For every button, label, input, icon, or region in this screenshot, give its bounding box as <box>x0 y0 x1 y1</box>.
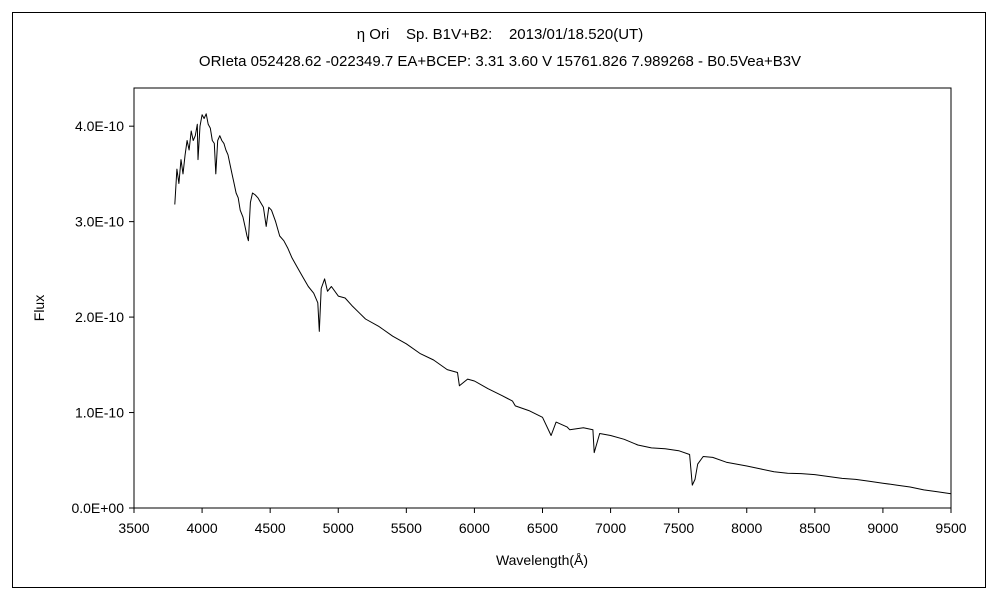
x-tick-label: 4500 <box>255 520 286 536</box>
x-tick-label: 7500 <box>663 520 694 536</box>
x-tick-label: 5500 <box>391 520 422 536</box>
x-axis: 3500 4000 4500 5000 5500 6000 6500 7000 7500 8000… <box>118 508 967 536</box>
x-tick-label: 8000 <box>731 520 762 536</box>
x-tick-label: 4000 <box>187 520 218 536</box>
chart-title: η Ori Sp. B1V+B2: 2013/01/18.520(UT) <box>356 26 644 43</box>
x-tick-label: 6000 <box>459 520 490 536</box>
x-tick-label: 3500 <box>118 520 149 536</box>
y-axis-label: Flux <box>31 295 47 321</box>
plot-area <box>133 87 952 509</box>
y-tick-label: 1.0E-10 <box>75 405 124 421</box>
x-tick-label: 9500 <box>935 520 966 536</box>
x-tick-label: 5000 <box>323 520 354 536</box>
y-tick-label: 4.0E-10 <box>75 118 124 134</box>
x-tick-label: 9000 <box>867 520 898 536</box>
x-axis-label: Wavelength(Å) <box>496 552 588 568</box>
x-tick-label: 7000 <box>595 520 626 536</box>
x-tick-label: 6500 <box>527 520 558 536</box>
chart-frame <box>12 12 986 588</box>
chart-subtitle: ORIeta 052428.62 -022349.7 EA+BCEP: 3.31… <box>198 53 802 70</box>
spectrum-line <box>174 113 952 495</box>
y-tick-label: 2.0E-10 <box>75 309 124 325</box>
x-tick-label: 8500 <box>799 520 830 536</box>
y-axis: 0.0E+00 1.0E-10 2.0E-10 3.0E-10 4.0E-10 <box>71 118 134 516</box>
y-tick-label: 3.0E-10 <box>75 214 124 230</box>
y-tick-label: 0.0E+00 <box>71 500 124 516</box>
series-group <box>174 113 952 495</box>
